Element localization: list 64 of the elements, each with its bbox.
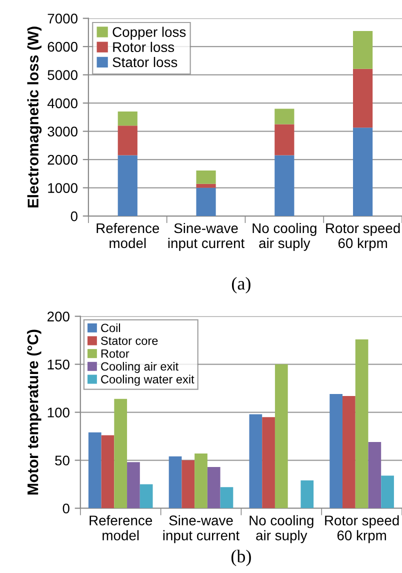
- x-tick-label: Reference model: [96, 222, 160, 248]
- bar: [140, 484, 153, 508]
- y-axis-title: Motor temperature (°C): [27, 330, 42, 495]
- bar: [353, 31, 373, 69]
- bar: [368, 442, 382, 508]
- x-tick-label: Rotor speed 60 krpm: [325, 515, 399, 544]
- bar: [330, 394, 343, 508]
- y-tick-label: 100: [48, 408, 70, 418]
- bar: [249, 414, 262, 508]
- x-tick-label: Reference model: [90, 515, 152, 540]
- x-tick-label: No cooling air suply: [250, 515, 314, 544]
- legend-label: Rotor loss: [113, 42, 174, 52]
- y-tick-label: 0: [62, 504, 70, 514]
- x-tick-label: Sine-wave input current: [163, 515, 240, 544]
- bar: [207, 466, 220, 508]
- bar: [182, 460, 195, 508]
- x-tick-label: Sine-wave input current: [168, 222, 245, 251]
- bar: [274, 108, 294, 124]
- y-tick-label: 7000: [48, 14, 78, 24]
- legend-label: Stator core: [101, 336, 158, 345]
- legend-label: Copper loss: [112, 26, 186, 40]
- x-tick-label: No cooling air suply: [252, 222, 316, 251]
- y-tick-label: 200: [48, 312, 70, 322]
- y-tick-label: 6000: [48, 42, 78, 52]
- bar: [118, 112, 138, 126]
- y-tick-label: 50: [55, 456, 70, 466]
- bar: [355, 339, 368, 508]
- bar: [262, 417, 275, 508]
- bar: [88, 432, 102, 508]
- y-tick-label: 4000: [47, 98, 78, 108]
- bar: [274, 364, 288, 508]
- bar: [196, 184, 216, 188]
- y-tick-label: 5000: [48, 70, 78, 80]
- bar: [168, 456, 182, 508]
- bar: [300, 480, 314, 508]
- legend-label: Coil: [101, 323, 120, 332]
- bar: [101, 435, 114, 508]
- bar: [196, 170, 216, 184]
- legend-label: Rotor: [101, 350, 130, 358]
- bar: [118, 155, 138, 216]
- bar: [194, 454, 208, 508]
- bar: [114, 398, 128, 508]
- y-tick-label: 2000: [48, 154, 78, 165]
- bar: [220, 487, 234, 508]
- bar: [342, 396, 356, 508]
- bar: [274, 155, 294, 216]
- text: (b): [231, 550, 251, 566]
- legend-label: Cooling air exit: [101, 362, 178, 373]
- legend-label: Cooling water exit: [101, 374, 194, 386]
- bar: [274, 124, 294, 156]
- y-tick-label: 3000: [48, 126, 78, 136]
- legend-label: Stator loss: [112, 56, 178, 68]
- text: (a): [232, 277, 250, 294]
- x-tick-label: Rotor speed 60 krpm: [326, 222, 400, 251]
- bar: [127, 462, 140, 508]
- bar: [118, 126, 138, 156]
- bar: [196, 188, 216, 216]
- y-tick-label: 150: [48, 360, 70, 370]
- y-tick-label: 0: [70, 211, 78, 222]
- bar: [353, 128, 373, 216]
- bar: [381, 476, 394, 508]
- y-tick-label: 1000: [48, 183, 78, 193]
- bar: [353, 68, 373, 128]
- y-axis-title: Electromagnetic loss (W): [27, 26, 42, 208]
